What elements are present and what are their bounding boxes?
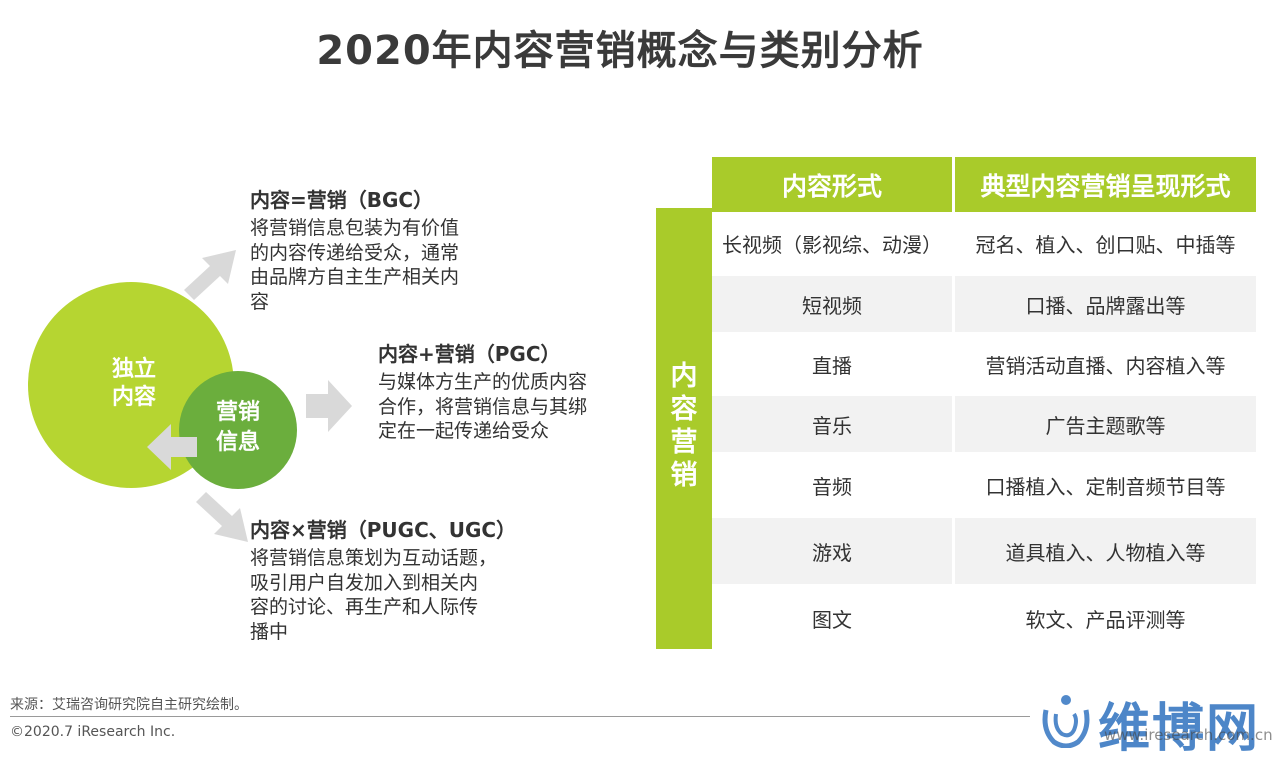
table-cell-presentation: 口播植入、定制音频节目等	[985, 474, 1226, 499]
ugc-title: 内容×营销（PUGC、UGC）	[250, 518, 517, 542]
marketing-info-circle	[179, 371, 297, 489]
footer-divider	[10, 716, 1030, 717]
table-cell-presentation: 软文、产品评测等	[1025, 608, 1186, 632]
marketing-info-label: 营销 信息	[215, 400, 260, 455]
header-typical-forms: 典型内容营销呈现形式	[955, 157, 1256, 212]
table-cell-form: 短视频	[712, 276, 952, 332]
source-note: 来源：艾瑞咨询研究院自主研究绘制。	[10, 697, 248, 713]
copyright-text: ©2020.7 iResearch Inc.	[10, 724, 176, 740]
bgc-title: 内容=营销（BGC）	[250, 188, 434, 212]
table-cell-presentation: 冠名、植入、创口贴、中插等	[975, 232, 1236, 257]
table-cell-presentation: 广告主题歌等	[955, 396, 1256, 452]
watermark-url: www.iresearch.com.cn	[1104, 726, 1273, 744]
ugc-description: 将营销信息策划为互动话题， 吸引用户自发加入到相关内 容的讨论、再生产和人际传 …	[250, 547, 498, 643]
independent-content-label: 独立 内容	[111, 357, 156, 410]
table-cell-presentation: 口播、品牌露出等	[955, 276, 1256, 332]
table-cell-presentation: 道具植入、人物植入等	[955, 518, 1256, 584]
pgc-title: 内容+营销（PGC）	[378, 342, 561, 366]
header-content-form: 内容形式	[712, 157, 952, 212]
table-cell-form: 直播	[812, 353, 852, 378]
table-cell-form: 图文	[812, 608, 852, 632]
content-marketing-side-bar	[656, 208, 712, 649]
arrow-down-right-icon	[196, 492, 248, 542]
pgc-description: 与媒体方生产的优质内容 合作，将营销信息与其绑 定在一起传递给受众	[378, 371, 588, 442]
arrow-up-right-icon	[184, 250, 236, 300]
table-cell-form: 音乐	[712, 396, 952, 452]
bgc-description: 将营销信息包装为有价值 的内容传递给受众，通常 由品牌方自主生产相关内 容	[250, 217, 460, 313]
table-cell-form: 长视频（影视综、动漫）	[722, 232, 942, 257]
table-cell-presentation: 营销活动直播、内容植入等	[985, 353, 1226, 378]
wave-logo-icon	[1042, 695, 1090, 748]
watermark-text: 维博网	[1098, 699, 1261, 759]
content-marketing-side-label: 内容营销	[670, 361, 698, 491]
table-cell-form: 音频	[812, 474, 852, 499]
page-title: 2020年内容营销概念与类别分析	[316, 28, 924, 74]
table-cell-form: 游戏	[712, 518, 952, 584]
arrow-left-icon	[147, 424, 197, 470]
arrow-right-icon	[306, 380, 352, 432]
